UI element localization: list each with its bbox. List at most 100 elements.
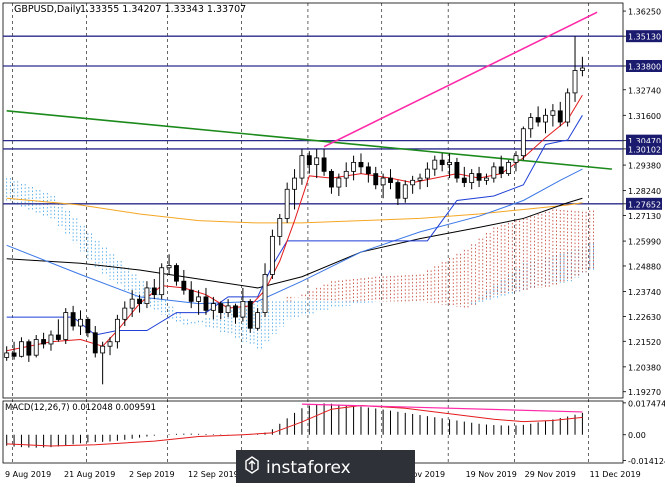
candle-body <box>92 332 98 354</box>
candle-body <box>144 287 150 305</box>
candle-body <box>336 177 342 188</box>
macd-panel <box>6 403 583 448</box>
x-tick-label: 11 Dec 2019 <box>590 470 641 479</box>
watermark-text: instaforex <box>266 458 351 478</box>
price-frame <box>2 2 624 399</box>
green-trendline <box>6 110 613 170</box>
candle-body <box>269 235 275 275</box>
candle-body <box>572 70 578 94</box>
candle-body <box>484 177 489 181</box>
x-tick-label: Nov 2019 <box>407 470 446 479</box>
y-tick-label: 1.32740 <box>628 86 661 95</box>
y-tick-label: 1.28240 <box>628 187 661 196</box>
candle-body <box>306 155 312 166</box>
candle-body <box>314 157 320 166</box>
candle-body <box>129 298 135 309</box>
candle-body <box>70 312 76 327</box>
macd-label: MACD(12,26,7) 0.012048 0.009591 <box>5 403 156 413</box>
candle-body <box>225 305 231 313</box>
candle-body <box>491 166 497 179</box>
candle-body <box>321 157 327 172</box>
pink-trendline <box>323 11 598 148</box>
candle-body <box>520 128 526 157</box>
candle-body <box>122 307 128 320</box>
candle-body <box>247 300 253 329</box>
candle-body <box>284 188 290 219</box>
candlesticks <box>4 36 585 385</box>
y-tick-label: 1.30102 <box>628 145 661 154</box>
candle-body <box>373 173 379 186</box>
candle-body <box>255 312 261 329</box>
candle-body <box>365 166 371 174</box>
candle-body <box>447 161 452 166</box>
y-tick-label: 1.19270 <box>628 388 661 397</box>
candle-body <box>439 159 445 166</box>
y-tick-label: 1.33800 <box>628 62 661 71</box>
y-tick-label: 1.22630 <box>628 313 661 322</box>
candle-body <box>240 300 246 318</box>
candle-body <box>100 345 106 354</box>
candle-body <box>432 159 438 170</box>
candle-body <box>543 114 548 123</box>
candle-body <box>196 296 202 302</box>
candle-body <box>550 110 556 116</box>
candle-body <box>33 339 39 356</box>
sma-blue-line <box>6 168 583 305</box>
x-tick-label: 29 Nov 2019 <box>525 470 576 479</box>
candle-body <box>557 110 563 123</box>
candle-body <box>469 173 475 183</box>
price-tag-bg <box>626 59 662 72</box>
x-tick-label: 21 Aug 2019 <box>64 470 115 479</box>
y-tick-label: 1.27652 <box>628 200 661 209</box>
price-tag-bg <box>626 197 662 210</box>
sma-orange-line <box>6 197 583 224</box>
candle-body <box>166 265 172 269</box>
candle-body <box>380 177 386 186</box>
candle-body <box>535 117 541 123</box>
y-tick-label: 1.20380 <box>628 363 661 372</box>
candle-body <box>63 312 69 340</box>
y-tick-label: 1.36250 <box>628 8 661 17</box>
macd-y-tick-label: 0.00 <box>628 431 646 440</box>
candle-body <box>137 298 142 305</box>
candle-body <box>388 177 393 183</box>
candle-body <box>233 305 238 318</box>
candle-body <box>174 265 179 282</box>
y-tick-label: 1.30470 <box>628 137 661 146</box>
candle-body <box>210 303 216 311</box>
x-tick-label: 9 Aug 2019 <box>5 470 51 479</box>
candle-body <box>159 267 165 296</box>
macd-y-tick-label: -0.014124 <box>628 457 665 466</box>
y-tick-label: 1.24880 <box>628 262 661 271</box>
candle-body <box>26 341 32 356</box>
ohlc-readout: 1.33355 1.34207 1.33343 1.33707 <box>80 4 246 15</box>
candle-body <box>85 318 91 334</box>
candle-body <box>262 274 268 313</box>
candle-body <box>299 155 305 179</box>
candle-body <box>277 218 283 237</box>
x-tick-label: 2 Sep 2019 <box>129 470 175 479</box>
candle-body <box>218 303 224 313</box>
instaforex-logo-icon <box>245 456 259 474</box>
price-tag-bg <box>626 142 662 155</box>
candle-body <box>351 161 357 172</box>
y-tick-label: 1.35130 <box>628 33 661 42</box>
candle-body <box>151 287 157 296</box>
macd-signal-line <box>6 405 583 447</box>
candle-body <box>417 177 423 181</box>
candle-body <box>203 296 209 311</box>
candle-body <box>565 92 571 123</box>
candle-body <box>402 184 408 199</box>
candle-body <box>343 170 349 179</box>
candle-body <box>48 334 54 345</box>
candle-body <box>395 182 401 199</box>
candle-body <box>11 352 17 357</box>
candle-body <box>454 161 460 179</box>
y-tick-label: 1.21520 <box>628 338 661 347</box>
candle-body <box>410 179 416 186</box>
y-tick-label: 1.23740 <box>628 288 661 297</box>
candle-body <box>181 280 187 291</box>
candle-body <box>188 289 194 302</box>
candle-body <box>506 161 512 174</box>
candle-body <box>114 318 120 343</box>
